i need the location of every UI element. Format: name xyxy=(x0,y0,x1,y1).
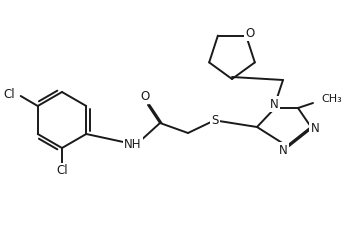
Text: NH: NH xyxy=(124,138,142,151)
Text: S: S xyxy=(211,114,219,127)
Text: Cl: Cl xyxy=(3,88,15,100)
Text: Cl: Cl xyxy=(56,164,68,178)
Text: N: N xyxy=(311,123,319,136)
Text: O: O xyxy=(246,27,255,40)
Text: O: O xyxy=(140,89,150,103)
Text: N: N xyxy=(279,144,287,157)
Text: CH₃: CH₃ xyxy=(321,94,342,104)
Text: N: N xyxy=(270,97,279,110)
